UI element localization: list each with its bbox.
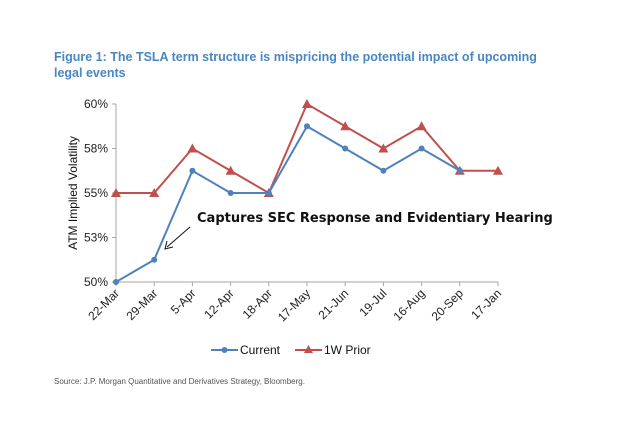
x-tick-label: 19-Jul	[357, 286, 390, 319]
data-point-1w-prior	[111, 188, 121, 197]
data-point-1w-prior	[225, 165, 236, 175]
legend-prior-marker	[304, 345, 313, 353]
legend-item-1w-prior: 1W Prior	[295, 343, 371, 357]
data-point-current	[380, 167, 387, 174]
y-tick-label: 53%	[84, 231, 108, 245]
x-tick-label: 29-Mar	[124, 286, 161, 323]
annotation-text: Captures SEC Response and Evidentiary He…	[197, 211, 553, 226]
annotation: Captures SEC Response and Evidentiary He…	[164, 211, 553, 250]
data-point-current	[456, 167, 463, 174]
y-tick-label: 60%	[84, 97, 108, 111]
x-tick-label: 17-Jan	[468, 286, 504, 322]
data-point-1w-prior	[149, 188, 160, 197]
legend: Current 1W Prior	[211, 343, 371, 357]
annotation-arrow	[166, 226, 191, 248]
data-point-current	[342, 145, 349, 152]
x-tick-label: 12-Apr	[201, 286, 236, 321]
data-point-current	[189, 167, 196, 174]
series-line-current	[115, 124, 461, 283]
data-point-1w-prior	[378, 143, 389, 153]
legend-prior-label: 1W Prior	[324, 343, 371, 357]
legend-item-current: Current	[211, 343, 281, 357]
y-tick-label: 58%	[84, 142, 108, 156]
data-point-current	[113, 279, 119, 285]
figure-title: Figure 1: The TSLA term structure is mis…	[54, 50, 537, 80]
data-point-1w-prior	[416, 121, 427, 131]
data-point-1w-prior	[187, 143, 198, 153]
x-tick-label: 22-Mar	[85, 286, 122, 323]
data-point-current	[265, 190, 272, 196]
x-tick-label: 21-Jun	[315, 286, 351, 322]
data-point-1w-prior	[493, 165, 503, 175]
x-tick-label: 18-Apr	[240, 286, 275, 321]
data-point-current	[304, 123, 310, 130]
annotation-arrowhead	[164, 240, 174, 250]
source-note: Source: J.P. Morgan Quantitative and Der…	[54, 377, 305, 386]
y-axis-label: ATM Implied Volatility	[66, 136, 80, 250]
legend-current-marker	[221, 347, 228, 353]
series-line-1w-prior	[116, 102, 498, 195]
y-tick-label: 55%	[84, 186, 108, 200]
x-tick-label: 17-May	[275, 286, 313, 324]
data-point-1w-prior	[302, 99, 312, 108]
x-tick-label: 5-Apr	[168, 286, 199, 317]
series-group	[111, 99, 503, 285]
x-tick-label: 16-Aug	[390, 286, 427, 323]
data-point-current	[227, 190, 234, 196]
data-point-current	[151, 256, 158, 263]
legend-current-label: Current	[240, 343, 281, 357]
data-point-1w-prior	[340, 121, 351, 131]
data-point-current	[418, 145, 425, 152]
y-tick-label: 50%	[84, 275, 108, 289]
x-tick-label: 20-Sep	[429, 286, 466, 323]
